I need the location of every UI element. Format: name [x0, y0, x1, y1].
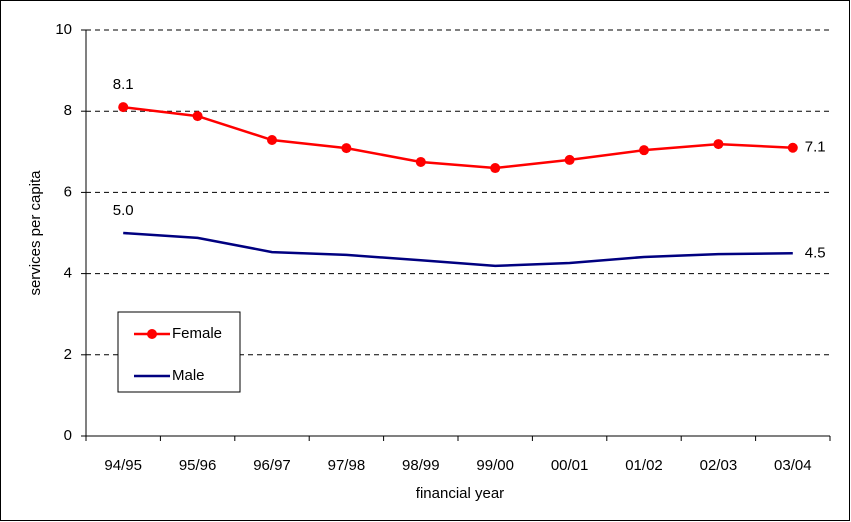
x-tick-label: 00/01: [551, 457, 589, 474]
y-tick-label: 10: [55, 21, 72, 38]
y-tick-label: 8: [64, 102, 72, 119]
data-label: 5.0: [113, 202, 134, 219]
y-tick-label: 0: [64, 427, 72, 444]
legend-marker: [147, 329, 157, 339]
y-axis-title: services per capita: [27, 170, 44, 296]
series-line: [123, 105, 793, 170]
legend-label: Male: [172, 367, 205, 384]
data-label: 8.1: [113, 76, 134, 93]
point: [787, 142, 798, 153]
point: [639, 145, 649, 156]
x-tick-label: 97/98: [328, 457, 366, 474]
x-tick-label: 94/95: [104, 457, 142, 474]
point: [267, 135, 277, 146]
data-label: 4.5: [805, 244, 826, 261]
legend-label: Female: [172, 325, 222, 342]
point: [118, 102, 129, 113]
legend-box: [117, 311, 241, 393]
y-tick-label: 6: [64, 183, 72, 200]
series-line: [123, 231, 793, 268]
point: [490, 163, 501, 174]
data-label: 7.1: [805, 139, 826, 156]
x-tick-label: 96/97: [253, 457, 291, 474]
x-tick-label: 95/96: [179, 457, 217, 474]
x-axis-title: financial year: [416, 485, 504, 502]
point: [192, 111, 203, 122]
point: [713, 139, 724, 150]
x-tick-label: 98/99: [402, 457, 440, 474]
point: [415, 156, 426, 167]
point: [564, 154, 575, 165]
x-tick-label: 99/00: [476, 457, 514, 474]
y-tick-label: 2: [64, 346, 72, 363]
x-tick-label: 01/02: [625, 457, 663, 474]
x-tick-label: 02/03: [700, 457, 738, 474]
point: [341, 143, 352, 154]
x-tick-label: 03/04: [774, 457, 812, 474]
y-tick-label: 4: [64, 265, 72, 282]
